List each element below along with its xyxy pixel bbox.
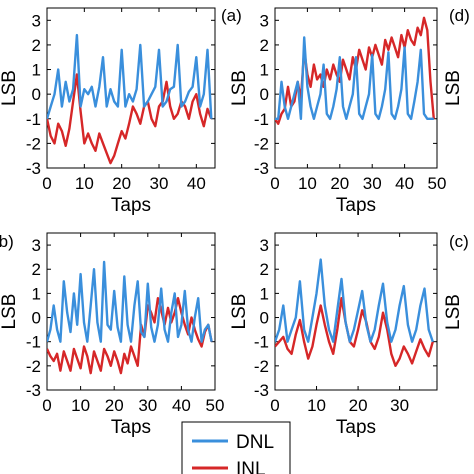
plot-frame bbox=[274, 232, 438, 391]
x-axis-label: Taps bbox=[336, 195, 376, 216]
x-tick-label: 0 bbox=[42, 174, 51, 193]
y-axis-label: LSB bbox=[443, 294, 464, 330]
y-tick-label: -3 bbox=[26, 381, 41, 400]
y-tick-label: 3 bbox=[32, 236, 41, 255]
x-tick-label: 50 bbox=[206, 396, 225, 415]
y-tick-label: 2 bbox=[260, 260, 269, 279]
x-tick-label: 0 bbox=[270, 396, 279, 415]
y-tick-label: 0 bbox=[32, 85, 41, 104]
series-line-dnl bbox=[47, 260, 213, 343]
legend-inl-label: INL bbox=[236, 459, 266, 474]
y-axis-label: LSB bbox=[0, 70, 20, 106]
x-tick-label: 10 bbox=[71, 396, 90, 415]
x-tick-label: 30 bbox=[363, 174, 382, 193]
y-tick-label: 1 bbox=[32, 284, 41, 303]
y-tick-label: 2 bbox=[260, 36, 269, 55]
x-tick-label: 40 bbox=[395, 174, 414, 193]
y-tick-label: -2 bbox=[26, 134, 41, 153]
series-line-dnl bbox=[47, 33, 213, 120]
y-axis-label: LSB bbox=[229, 294, 250, 330]
y-tick-label: 0 bbox=[260, 85, 269, 104]
y-tick-label: -2 bbox=[254, 134, 269, 153]
x-tick-label: 0 bbox=[42, 396, 51, 415]
panel-label: (b) bbox=[0, 232, 14, 251]
x-tick-label: 10 bbox=[75, 174, 94, 193]
panel-label: (a) bbox=[221, 6, 242, 25]
series-line-inl bbox=[275, 297, 434, 367]
y-tick-label: 2 bbox=[32, 36, 41, 55]
y-tick-label: -3 bbox=[254, 381, 269, 400]
x-tick-label: 20 bbox=[330, 174, 349, 193]
x-tick-label: 40 bbox=[187, 174, 206, 193]
x-tick-label: 30 bbox=[138, 396, 157, 415]
y-tick-label: 1 bbox=[260, 284, 269, 303]
y-tick-label: 0 bbox=[32, 309, 41, 328]
legend-dnl-label: DNL bbox=[236, 432, 274, 453]
series-line-dnl bbox=[275, 258, 434, 343]
y-axis-label: LSB bbox=[443, 70, 464, 106]
x-axis-label: Taps bbox=[111, 195, 151, 216]
y-tick-label: 1 bbox=[32, 61, 41, 80]
y-tick-label: -1 bbox=[26, 110, 41, 129]
legend: DNL INL bbox=[181, 421, 291, 474]
x-tick-label: 30 bbox=[150, 174, 169, 193]
x-axis-label: Taps bbox=[111, 417, 151, 438]
x-axis-label: Taps bbox=[336, 417, 376, 438]
y-tick-label: 3 bbox=[260, 11, 269, 30]
y-tick-label: -1 bbox=[26, 333, 41, 352]
panel-label: (c) bbox=[449, 232, 469, 251]
x-tick-label: 20 bbox=[349, 396, 368, 415]
y-tick-label: -3 bbox=[254, 159, 269, 178]
y-tick-label: 0 bbox=[260, 309, 269, 328]
y-tick-label: 2 bbox=[32, 260, 41, 279]
legend-box bbox=[181, 421, 291, 474]
x-tick-label: 20 bbox=[112, 174, 131, 193]
y-tick-label: 1 bbox=[260, 61, 269, 80]
y-tick-label: -2 bbox=[254, 357, 269, 376]
y-tick-label: 3 bbox=[32, 11, 41, 30]
y-tick-label: 3 bbox=[260, 236, 269, 255]
y-tick-label: -1 bbox=[254, 110, 269, 129]
x-tick-label: 50 bbox=[428, 174, 447, 193]
series-line-inl bbox=[47, 297, 213, 375]
x-tick-label: 10 bbox=[298, 174, 317, 193]
y-tick-label: -3 bbox=[26, 159, 41, 178]
x-tick-label: 40 bbox=[172, 396, 191, 415]
x-tick-label: 20 bbox=[105, 396, 124, 415]
series-line-dnl bbox=[275, 36, 434, 121]
y-tick-label: -2 bbox=[26, 357, 41, 376]
y-tick-label: -1 bbox=[254, 333, 269, 352]
y-axis-label: LSB bbox=[229, 70, 250, 106]
panel-label: (d) bbox=[449, 6, 470, 25]
x-tick-label: 0 bbox=[270, 174, 279, 193]
x-tick-label: 30 bbox=[390, 396, 409, 415]
y-axis-label: LSB bbox=[0, 294, 20, 330]
x-tick-label: 10 bbox=[307, 396, 326, 415]
